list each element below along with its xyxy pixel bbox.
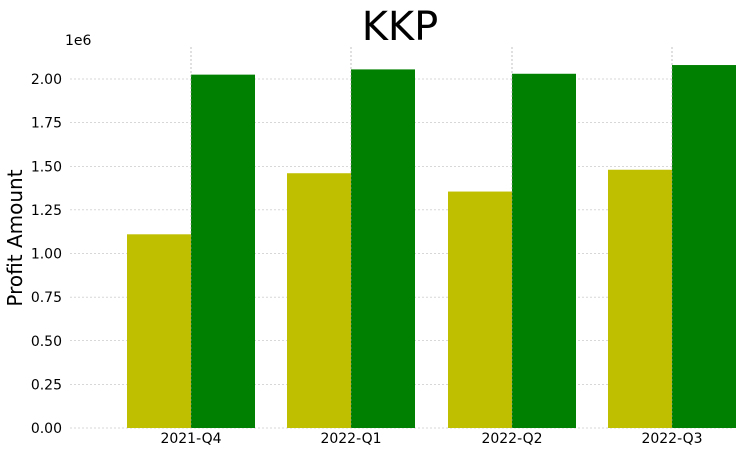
y-tick-label: 1.75 (31, 116, 62, 132)
bar (127, 234, 191, 428)
y-axis-label: Profit Amount (3, 169, 27, 306)
bar (672, 65, 736, 428)
y-offset-label: 1e6 (65, 33, 92, 49)
x-tick-label: 2022-Q3 (641, 431, 702, 447)
bar (608, 169, 672, 429)
y-tick-label: 0.75 (31, 290, 62, 306)
y-tick-label: 1.25 (31, 203, 62, 219)
bar (448, 191, 512, 428)
bar (287, 173, 351, 428)
bar (512, 73, 576, 428)
x-tick-label: 2022-Q2 (481, 431, 542, 447)
x-tick-label: 2022-Q1 (320, 431, 381, 447)
y-tick-label: 0.25 (31, 377, 62, 393)
y-tick-label: 1.00 (31, 247, 62, 263)
y-tick-label: 0.50 (31, 334, 62, 350)
y-tick-label: 2.00 (31, 72, 62, 88)
y-tick-label: 0.00 (31, 421, 62, 437)
ticks-layer: 0.00 0.25 0.50 0.75 1.00 1.25 1.50 1.75 2.00 2021… (31, 72, 703, 447)
x-tick-label: 2021-Q4 (160, 431, 221, 447)
bars-layer (127, 65, 736, 429)
vgrid-layer (190, 47, 673, 428)
y-tick-label: 1.50 (31, 159, 62, 175)
bar (191, 74, 255, 428)
chart-title: KKP (362, 4, 439, 50)
bar (351, 69, 415, 428)
